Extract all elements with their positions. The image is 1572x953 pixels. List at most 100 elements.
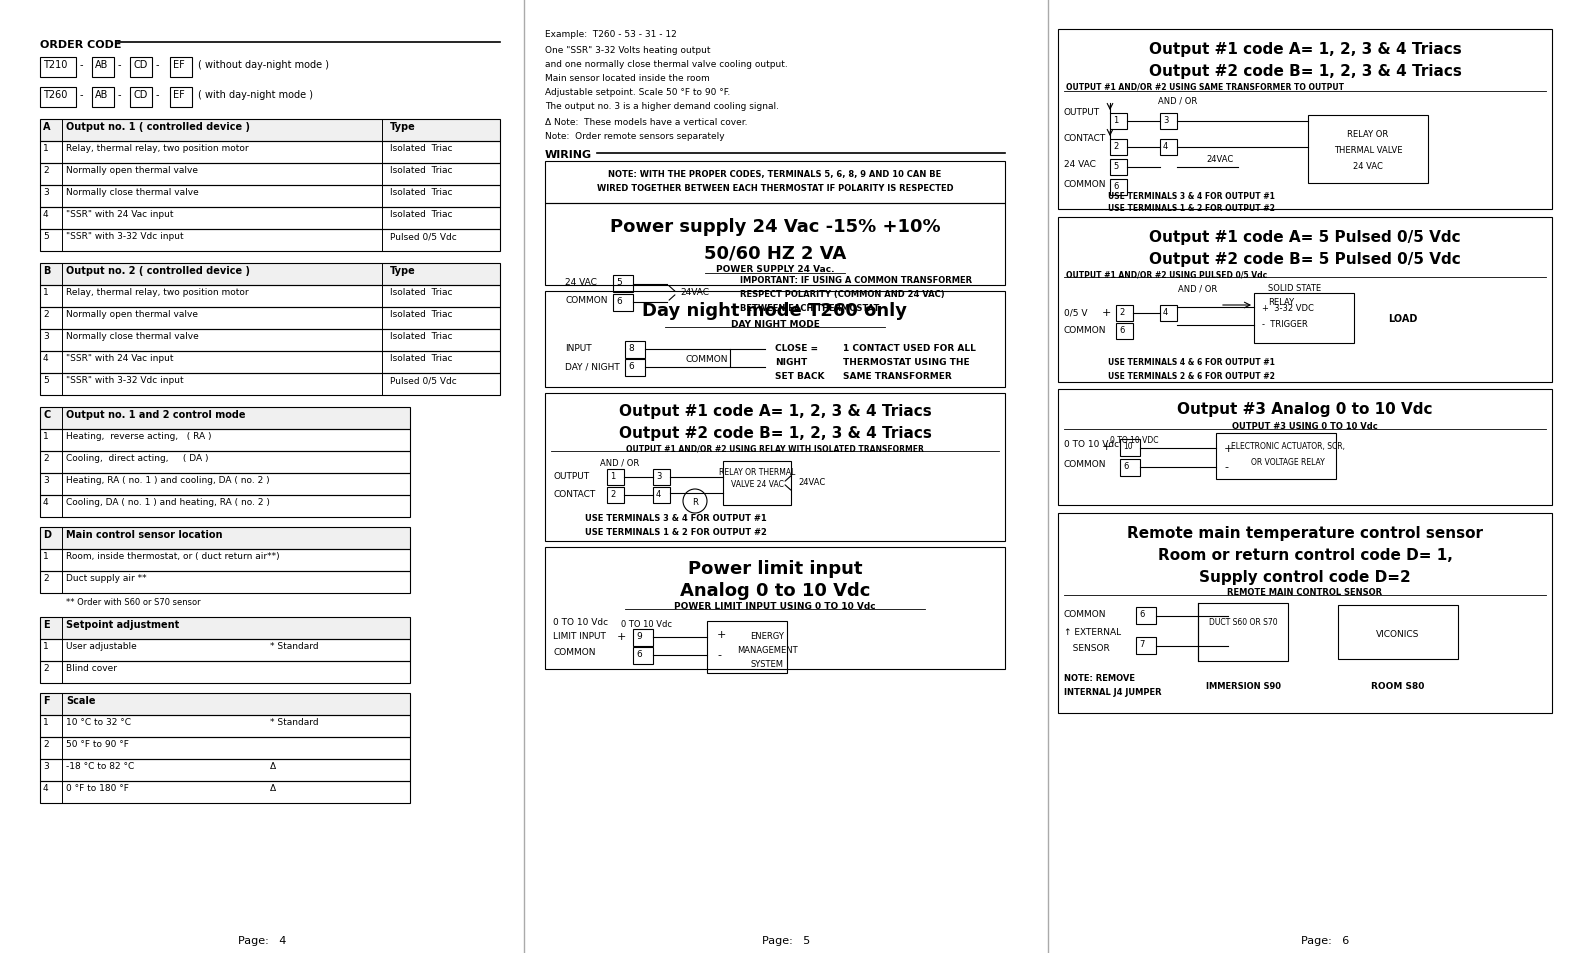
Text: THERMAL VALVE: THERMAL VALVE bbox=[1333, 146, 1402, 154]
Text: 5: 5 bbox=[616, 277, 623, 287]
Text: AB: AB bbox=[94, 90, 108, 100]
Bar bbox=[1116, 324, 1133, 339]
Text: 1: 1 bbox=[610, 472, 615, 480]
Text: A: A bbox=[42, 122, 50, 132]
Text: WIRING: WIRING bbox=[545, 150, 593, 160]
Text: Relay, thermal relay, two position motor: Relay, thermal relay, two position motor bbox=[66, 288, 248, 296]
Text: User adjustable: User adjustable bbox=[66, 641, 137, 650]
Bar bbox=[39, 760, 410, 781]
Bar bbox=[1160, 140, 1177, 156]
Text: Δ: Δ bbox=[270, 783, 277, 792]
Text: 1: 1 bbox=[42, 552, 49, 560]
Bar bbox=[1110, 140, 1127, 156]
Text: -: - bbox=[1225, 461, 1228, 472]
Text: 4: 4 bbox=[42, 783, 49, 792]
Text: ORDER CODE: ORDER CODE bbox=[39, 40, 121, 50]
Text: 0 °F to 180 °F: 0 °F to 180 °F bbox=[66, 783, 129, 792]
Text: Isolated  Triac: Isolated Triac bbox=[390, 310, 453, 318]
Bar bbox=[93, 88, 115, 108]
Text: Isolated  Triac: Isolated Triac bbox=[390, 354, 453, 363]
Bar bbox=[39, 374, 500, 395]
Text: +: + bbox=[616, 631, 626, 641]
Text: Power limit input: Power limit input bbox=[689, 559, 863, 578]
Text: Type: Type bbox=[390, 122, 415, 132]
Text: 0 TO 10 Vdc: 0 TO 10 Vdc bbox=[621, 619, 671, 628]
Text: Relay, thermal relay, two position motor: Relay, thermal relay, two position motor bbox=[66, 144, 248, 152]
Text: NOTE: WITH THE PROPER CODES, TERMINALS 5, 6, 8, 9 AND 10 CAN BE: NOTE: WITH THE PROPER CODES, TERMINALS 5… bbox=[608, 170, 942, 179]
Text: OUTPUT: OUTPUT bbox=[553, 472, 590, 480]
Text: USE TERMINALS 3 & 4 FOR OUTPUT #1: USE TERMINALS 3 & 4 FOR OUTPUT #1 bbox=[585, 514, 767, 522]
Text: F: F bbox=[42, 696, 50, 705]
Text: COMMON: COMMON bbox=[1064, 459, 1107, 469]
Text: EF: EF bbox=[173, 60, 185, 70]
Text: +: + bbox=[1102, 441, 1111, 452]
Text: NIGHT: NIGHT bbox=[775, 357, 808, 367]
Text: RELAY: RELAY bbox=[1269, 297, 1294, 307]
Text: Pulsed 0/5 Vdc: Pulsed 0/5 Vdc bbox=[390, 375, 457, 385]
Bar bbox=[39, 550, 410, 572]
Text: -: - bbox=[156, 90, 159, 100]
Bar bbox=[1058, 218, 1552, 382]
Text: 4: 4 bbox=[42, 354, 49, 363]
Text: Page:   4: Page: 4 bbox=[239, 935, 286, 945]
Text: AND / OR: AND / OR bbox=[1159, 96, 1198, 105]
Bar bbox=[39, 781, 410, 803]
Bar bbox=[1160, 306, 1177, 322]
Text: RELAY OR THERMAL: RELAY OR THERMAL bbox=[718, 468, 795, 476]
Text: IMPORTANT: IF USING A COMMON TRANSFORMER: IMPORTANT: IF USING A COMMON TRANSFORMER bbox=[740, 275, 971, 285]
Text: ↑ EXTERNAL: ↑ EXTERNAL bbox=[1064, 627, 1121, 637]
Bar bbox=[39, 120, 500, 142]
Text: USE TERMINALS 3 & 4 FOR OUTPUT #1: USE TERMINALS 3 & 4 FOR OUTPUT #1 bbox=[1108, 192, 1275, 201]
Bar bbox=[1254, 294, 1353, 344]
Text: VALVE 24 VAC: VALVE 24 VAC bbox=[731, 479, 783, 489]
Text: Page:   6: Page: 6 bbox=[1302, 935, 1349, 945]
Text: Normally close thermal valve: Normally close thermal valve bbox=[66, 188, 198, 196]
Text: 6: 6 bbox=[1122, 461, 1129, 471]
Bar bbox=[1217, 434, 1336, 479]
Text: Day night mode T260 only: Day night mode T260 only bbox=[643, 302, 907, 319]
Text: Output #2 code B= 1, 2, 3 & 4 Triacs: Output #2 code B= 1, 2, 3 & 4 Triacs bbox=[1149, 64, 1462, 79]
Text: ** Order with S60 or S70 sensor: ** Order with S60 or S70 sensor bbox=[66, 598, 201, 606]
Text: OUTPUT #3 USING 0 TO 10 Vdc: OUTPUT #3 USING 0 TO 10 Vdc bbox=[1232, 421, 1379, 431]
Bar bbox=[607, 470, 624, 485]
Bar bbox=[39, 352, 500, 374]
Text: CONTACT: CONTACT bbox=[553, 490, 596, 498]
Text: Isolated  Triac: Isolated Triac bbox=[390, 188, 453, 196]
Text: DAY NIGHT MODE: DAY NIGHT MODE bbox=[731, 319, 819, 329]
Text: BETWEEN EACH THERMOSTAT: BETWEEN EACH THERMOSTAT bbox=[740, 304, 879, 313]
Text: Isolated  Triac: Isolated Triac bbox=[390, 144, 453, 152]
Text: Output #1 code A= 5 Pulsed 0/5 Vdc: Output #1 code A= 5 Pulsed 0/5 Vdc bbox=[1149, 230, 1460, 245]
Text: 2: 2 bbox=[42, 574, 49, 582]
Bar bbox=[1058, 390, 1552, 505]
Text: 6: 6 bbox=[1140, 609, 1144, 618]
Text: POWER LIMIT INPUT USING 0 TO 10 Vdc: POWER LIMIT INPUT USING 0 TO 10 Vdc bbox=[674, 601, 876, 610]
Text: 4: 4 bbox=[656, 490, 662, 498]
Text: Isolated  Triac: Isolated Triac bbox=[390, 166, 453, 174]
Text: OUTPUT #1 AND/OR #2 USING RELAY WITH ISOLATED TRANSFORMER: OUTPUT #1 AND/OR #2 USING RELAY WITH ISO… bbox=[626, 443, 924, 453]
Text: 3: 3 bbox=[42, 188, 49, 196]
Bar bbox=[1137, 638, 1155, 655]
Text: Cooling, DA ( no. 1 ) and heating, RA ( no. 2 ): Cooling, DA ( no. 1 ) and heating, RA ( … bbox=[66, 497, 270, 506]
Text: 0/5 V: 0/5 V bbox=[1064, 308, 1088, 316]
Text: Output #1 code A= 1, 2, 3 & 4 Triacs: Output #1 code A= 1, 2, 3 & 4 Triacs bbox=[619, 403, 931, 418]
Text: ENERGY: ENERGY bbox=[750, 631, 784, 640]
Text: 1: 1 bbox=[42, 144, 49, 152]
Text: COMMON: COMMON bbox=[1064, 326, 1107, 335]
Text: 0 TO 10 Vdc: 0 TO 10 Vdc bbox=[553, 618, 608, 626]
Text: SYSTEM: SYSTEM bbox=[750, 659, 783, 668]
Text: 6: 6 bbox=[637, 649, 641, 659]
Bar bbox=[39, 693, 410, 716]
Bar bbox=[626, 341, 645, 358]
Text: MANAGEMENT: MANAGEMENT bbox=[737, 645, 797, 655]
Text: T210: T210 bbox=[42, 60, 68, 70]
Bar bbox=[39, 430, 410, 452]
Text: CONTACT: CONTACT bbox=[1064, 133, 1107, 143]
Text: -: - bbox=[118, 90, 121, 100]
Bar bbox=[39, 572, 410, 594]
Text: OUTPUT #1 AND/OR #2 USING PULSED 0/5 Vdc: OUTPUT #1 AND/OR #2 USING PULSED 0/5 Vdc bbox=[1066, 270, 1267, 278]
Text: +: + bbox=[1102, 308, 1111, 317]
Bar bbox=[1110, 180, 1127, 195]
Text: 1 CONTACT USED FOR ALL: 1 CONTACT USED FOR ALL bbox=[843, 344, 976, 353]
Text: Normally close thermal valve: Normally close thermal valve bbox=[66, 332, 198, 340]
Text: 1: 1 bbox=[42, 641, 49, 650]
